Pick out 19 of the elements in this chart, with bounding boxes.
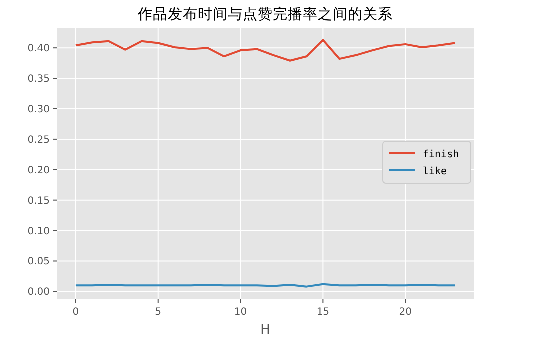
- y-tick-label: 0.05: [28, 256, 50, 268]
- y-tick-label: 0.00: [28, 287, 50, 298]
- x-tick-label: 0: [72, 307, 80, 318]
- legend-label: like: [423, 166, 448, 178]
- x-tick-label: 10: [234, 307, 248, 318]
- x-axis-title: H: [260, 323, 270, 338]
- legend-label: finish: [423, 150, 460, 160]
- y-tick-label: 0.15: [28, 196, 50, 207]
- x-tick-label: 15: [316, 307, 330, 318]
- x-tick-label: 5: [155, 307, 162, 318]
- y-tick-label: 0.35: [28, 74, 50, 86]
- y-tick-label: 0.20: [28, 165, 50, 176]
- chart-title: 作品发布时间与点赞完播率之间的关系: [137, 6, 393, 23]
- y-tick-label: 0.10: [28, 226, 50, 238]
- y-tick-label: 0.25: [28, 134, 50, 146]
- y-tick-label: 0.30: [28, 104, 50, 116]
- line-series: [74, 39, 456, 62]
- x-tick-label: 20: [399, 307, 412, 318]
- y-tick-label: 0.40: [28, 44, 50, 55]
